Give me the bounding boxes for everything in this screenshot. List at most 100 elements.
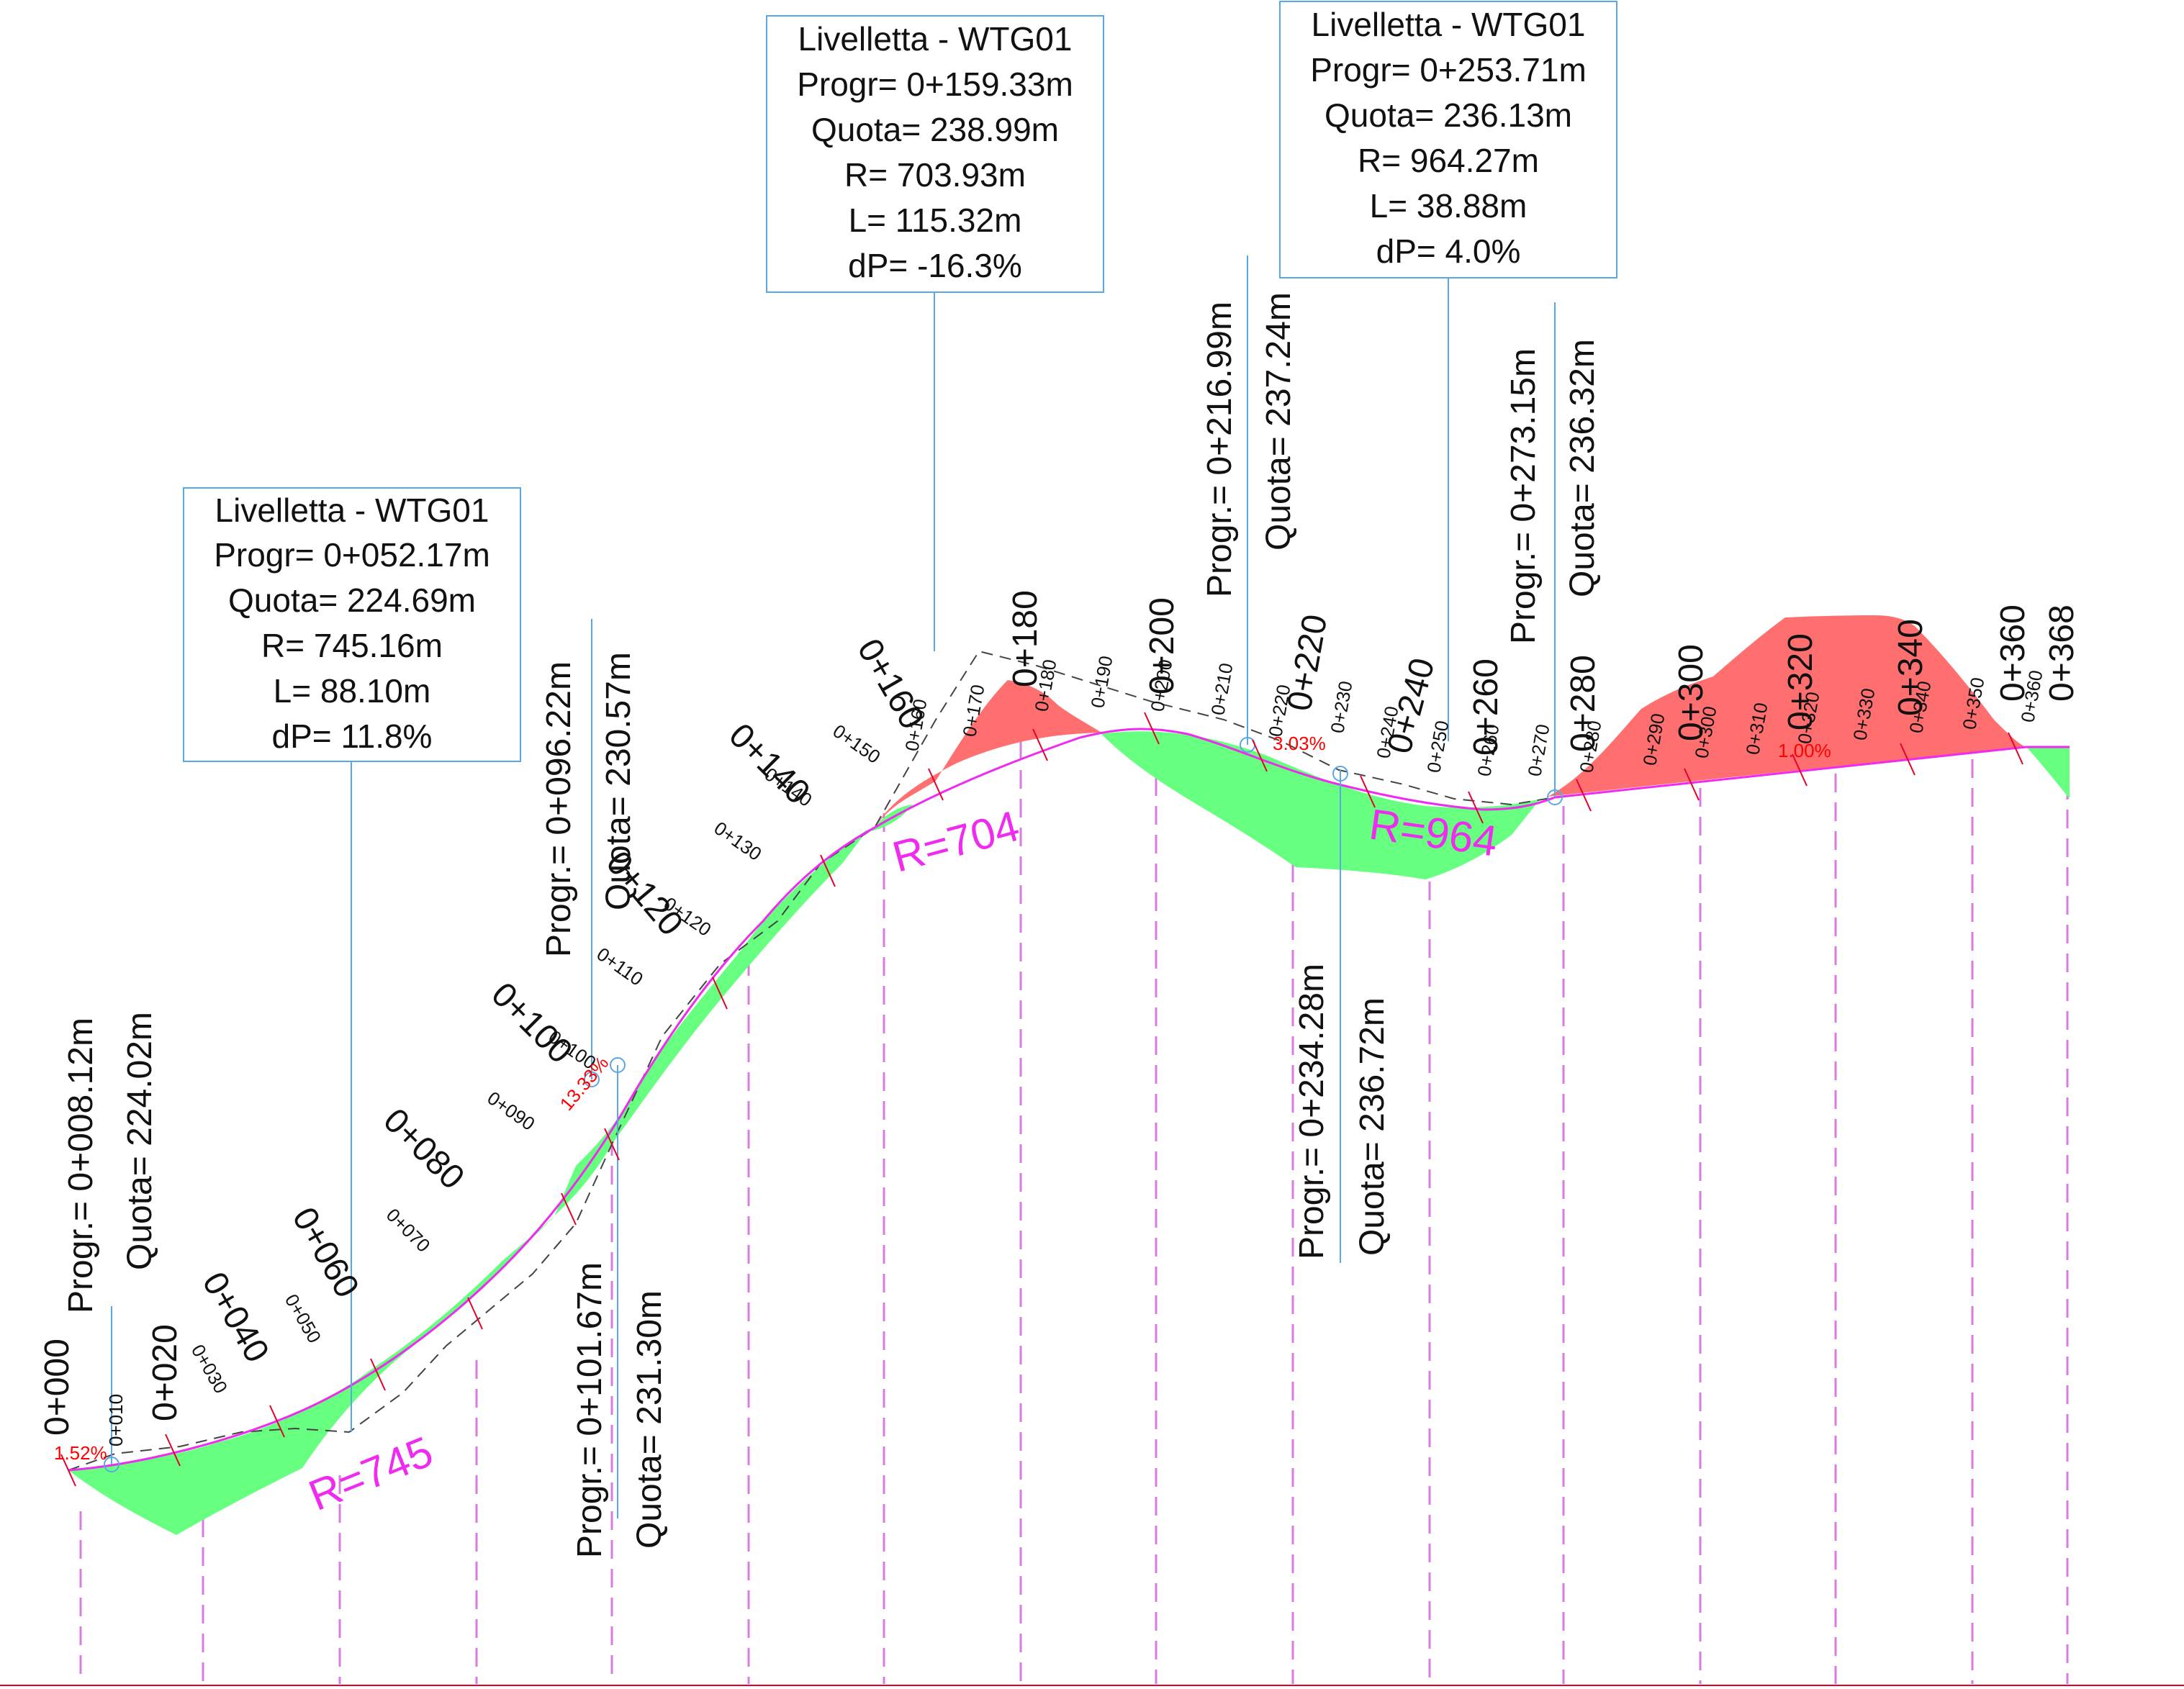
station-label: 0+000 xyxy=(38,1339,76,1436)
tangent-marker xyxy=(104,1457,119,1472)
curve-dp: dP= -16.3% xyxy=(848,247,1022,284)
minor-station-label: 0+150 xyxy=(829,720,885,767)
tangent-progr: Progr.= 0+273.15m xyxy=(1504,348,1543,644)
curve-quota: Quota= 236.13m xyxy=(1325,96,1572,134)
tangent-quota: Quota= 236.32m xyxy=(1563,339,1602,597)
station-label: 0+260 xyxy=(1467,658,1505,756)
tangent-polyline xyxy=(68,650,1556,1471)
station-tick xyxy=(2008,732,2023,765)
grade-label: 1.00% xyxy=(1778,740,1831,761)
fill-area xyxy=(1101,731,1540,879)
tangent-marker xyxy=(610,1057,626,1073)
minor-station-label: 0+070 xyxy=(382,1204,435,1256)
tangent-annotations: Progr.= 0+008.12m Quota= 224.02m Progr.=… xyxy=(62,292,1602,1558)
minor-station-label: 0+230 xyxy=(1326,679,1356,735)
curve-progr: Progr= 0+253.71m xyxy=(1310,51,1587,89)
curve-length: L= 115.32m xyxy=(849,201,1022,239)
curve-title: Livelletta - WTG01 xyxy=(215,492,489,529)
station-label: 0+280 xyxy=(1564,655,1602,752)
tangent-marker xyxy=(1332,766,1348,782)
station-tick xyxy=(604,1128,620,1161)
minor-station-label: 0+130 xyxy=(710,817,766,864)
vertical-guide-lines xyxy=(79,741,2069,1684)
curve-progr: Progr= 0+159.33m xyxy=(797,65,1073,103)
minor-station-label: 0+010 xyxy=(105,1394,127,1446)
station-label: 0+360 xyxy=(1994,604,2032,702)
curve-dp: dP= 4.0% xyxy=(1376,232,1521,270)
minor-station-label: 0+050 xyxy=(281,1290,325,1346)
curve-length: L= 38.88m xyxy=(1370,187,1528,225)
station-label: 0+180 xyxy=(1006,590,1044,687)
station-tick xyxy=(467,1297,483,1330)
station-tick xyxy=(60,1454,76,1487)
minor-station-label: 0+220 xyxy=(1264,683,1294,738)
station-tick xyxy=(1792,753,1808,787)
station-tick xyxy=(1032,728,1048,761)
curve-info-box-frame xyxy=(766,15,1104,293)
curve-info-box: Livelletta - WTG01 Progr= 0+159.33m Quot… xyxy=(766,15,1104,293)
station-label: 0+368 xyxy=(2043,604,2081,702)
station-tick xyxy=(269,1405,285,1438)
station-label: 0+200 xyxy=(1143,597,1181,694)
cut-area xyxy=(875,680,1101,828)
station-tick xyxy=(712,977,728,1010)
curve-dp: dP= 11.8% xyxy=(272,717,433,755)
station-tick xyxy=(1900,743,1915,776)
curve-info-box-frame xyxy=(183,487,521,762)
curve-progr: Progr= 0+052.17m xyxy=(214,536,490,574)
curve-length: L= 88.10m xyxy=(274,672,431,710)
station-label: 0+320 xyxy=(1782,633,1820,730)
station-label: 0+340 xyxy=(1892,619,1930,716)
radius-label: R=745 xyxy=(302,1427,440,1520)
tangent-progr: Progr.= 0+234.28m xyxy=(1293,964,1331,1259)
minor-station-label: 0+190 xyxy=(1086,654,1116,710)
minor-station-label: 0+090 xyxy=(484,1087,539,1134)
minor-station-label: 0+210 xyxy=(1206,661,1237,717)
station-tick xyxy=(1576,779,1592,812)
tangent-quota: Quota= 230.57m xyxy=(600,652,638,910)
station-tick xyxy=(1144,712,1160,745)
tangent-marker xyxy=(1547,789,1563,805)
curve-info-box: Livelletta - WTG01 Progr= 0+052.17m Quot… xyxy=(183,487,521,762)
fill-area xyxy=(2026,747,2070,799)
curve-quota: Quota= 238.99m xyxy=(811,111,1059,148)
cut-area xyxy=(1548,615,2026,797)
station-label: 0+020 xyxy=(146,1324,184,1421)
station-label: 0+060 xyxy=(284,1201,366,1304)
minor-station-label: 0+250 xyxy=(1422,719,1453,774)
station-tick xyxy=(370,1358,386,1391)
fill-area xyxy=(68,829,868,1535)
curve-info-box: Livelletta - WTG01 Progr= 0+253.71m Quot… xyxy=(1279,1,1617,279)
tangent-quota: Quota= 236.72m xyxy=(1353,997,1391,1256)
minor-station-label: 0+110 xyxy=(593,943,647,990)
station-ticks xyxy=(60,712,2023,1487)
tangent-quota: Quota= 237.24m xyxy=(1260,292,1298,551)
station-tick xyxy=(928,768,944,801)
tangent-quota: Quota= 231.30m xyxy=(631,1290,669,1549)
tangent-marker xyxy=(584,1072,600,1087)
curve-radius: R= 703.93m xyxy=(844,156,1026,194)
station-tick xyxy=(1684,768,1700,801)
station-tick xyxy=(1468,791,1484,824)
station-label: 0+080 xyxy=(376,1101,471,1197)
curve-title: Livelletta - WTG01 xyxy=(798,20,1073,58)
station-tick xyxy=(1360,775,1376,808)
station-tick xyxy=(1252,739,1268,772)
curve-radius: R= 745.16m xyxy=(261,627,443,664)
radius-label: R=704 xyxy=(888,802,1024,882)
tangent-progr: Progr.= 0+101.67m xyxy=(571,1262,609,1558)
station-tick xyxy=(561,1192,577,1226)
minor-station-label: 0+030 xyxy=(187,1341,232,1397)
station-tick xyxy=(820,854,836,887)
tangent-progr: Progr.= 0+216.99m xyxy=(1201,302,1239,597)
curve-title: Livelletta - WTG01 xyxy=(1312,6,1586,43)
curve-quota: Quota= 224.69m xyxy=(228,581,476,619)
grade-label: 3.03% xyxy=(1273,733,1326,754)
leader-lines xyxy=(111,255,1556,1518)
minor-station-label: 0+270 xyxy=(1523,723,1553,778)
tangent-progr: Progr.= 0+096.22m xyxy=(540,661,578,957)
tangent-quota: Quota= 224.02m xyxy=(121,1012,159,1270)
tangent-progr: Progr.= 0+008.12m xyxy=(62,1018,100,1313)
grade-label: 1.52% xyxy=(54,1442,107,1464)
